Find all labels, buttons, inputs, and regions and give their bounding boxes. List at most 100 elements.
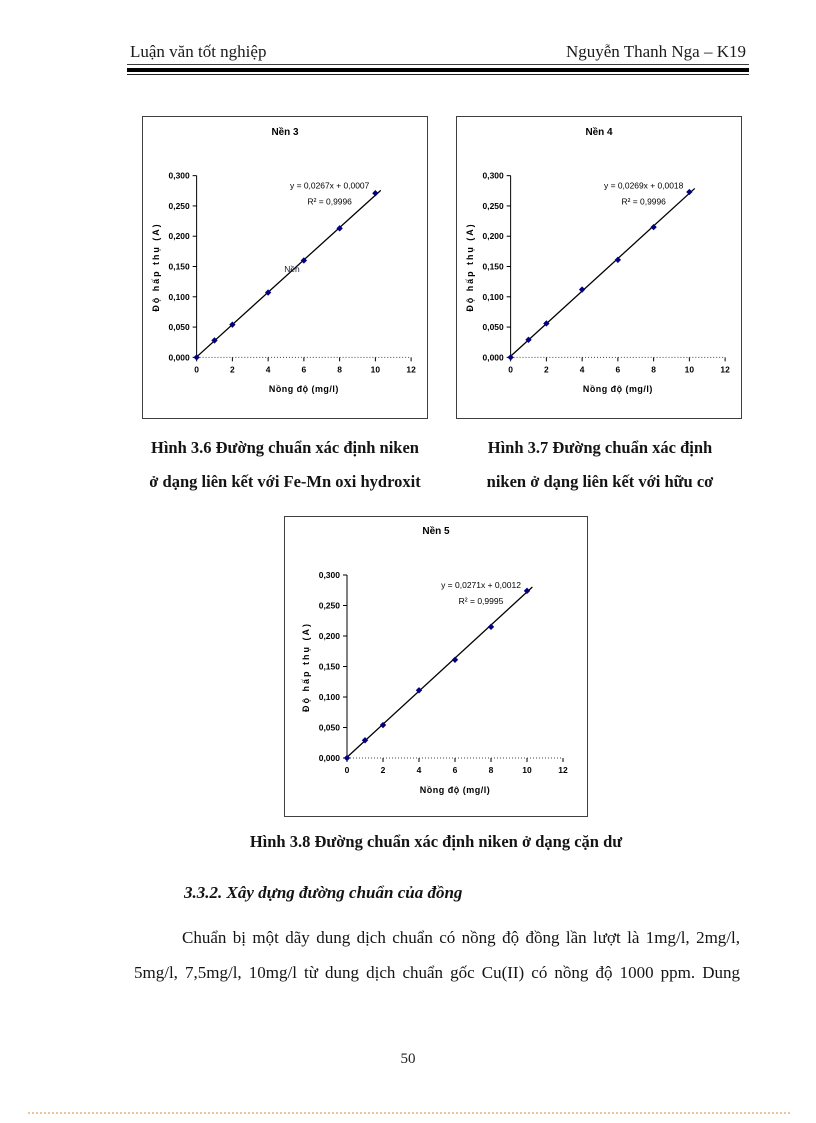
chart-canvas: Nền 5 0,000 0,050 0,100 0,150 0,200 0,250 0,300… — [301, 525, 568, 795]
data-point-marker — [686, 188, 693, 196]
data-point-marker — [361, 737, 369, 744]
figure-caption-3-8: Hình 3.8 Đường chuẩn xác định niken ở dạ… — [249, 832, 623, 851]
caption-line-2: ở dạng liên kết với Fe-Mn oxi hydroxit — [149, 472, 421, 491]
data-point-marker — [343, 754, 351, 762]
header-rule-thin-top — [127, 64, 749, 65]
data-point-marker — [372, 190, 379, 197]
header-rule-thin-bottom — [127, 74, 749, 75]
y-tick-label: 0,100 — [483, 292, 504, 302]
header-right-text: Nguyễn Thanh Nga – K19 — [565, 42, 746, 61]
chart-title: Nền 3 — [271, 127, 299, 138]
page-header: Luận văn tốt nghiệp Nguyễn Thanh Nga – K… — [130, 42, 746, 62]
x-tick-label: 0 — [194, 364, 199, 374]
figure-caption-3-7: Hình 3.7 Đường chuẩn xác định niken ở dạ… — [452, 431, 748, 499]
y-tick-label: 0,300 — [169, 171, 190, 181]
x-tick-label: 6 — [302, 364, 307, 374]
trendline — [346, 586, 533, 758]
x-tick-label: 4 — [266, 364, 271, 374]
paragraph-line-1: Chuẩn bị một dãy dung dịch chuẩn có nồng… — [182, 928, 740, 947]
x-tick-label: 10 — [371, 364, 381, 374]
data-point-marker — [211, 337, 218, 344]
x-tick-label: 8 — [489, 765, 494, 775]
x-tick-label: 6 — [616, 364, 621, 374]
x-tick-label: 10 — [685, 364, 695, 374]
x-tick-label: 8 — [651, 364, 656, 374]
x-tick-label: 10 — [522, 765, 532, 775]
trendline — [510, 187, 696, 357]
data-point-marker — [543, 320, 550, 327]
data-point-marker — [650, 223, 657, 231]
chart-nen-3: Nền 3 0,000 0,050 0,100 0,150 0,200 0,250 0,300… — [142, 116, 428, 419]
x-tick-label: 12 — [720, 364, 730, 374]
y-tick-label: 0,000 — [169, 352, 190, 362]
data-point-marker — [614, 256, 622, 264]
x-axis-title: Nồng độ (mg/l) — [269, 384, 339, 394]
y-tick-label: 0,150 — [483, 261, 504, 271]
y-tick-label: 0,050 — [483, 322, 504, 332]
x-axis-title: Nồng độ (mg/l) — [420, 785, 490, 795]
y-tick-label: 0,200 — [169, 231, 190, 241]
data-point-marker — [523, 587, 531, 595]
x-tick-label: 12 — [558, 765, 568, 775]
x-tick-label: 2 — [544, 364, 549, 374]
data-point-marker — [379, 721, 387, 729]
x-tick-label: 8 — [337, 364, 342, 374]
x-tick-label: 2 — [230, 364, 235, 374]
figure-caption-3-6: Hình 3.6 Đường chuẩn xác định niken ở dạ… — [108, 431, 462, 499]
y-tick-label: 0,150 — [169, 261, 190, 271]
header-left-text: Luận văn tốt nghiệp — [130, 42, 267, 61]
y-tick-label: 0,150 — [319, 662, 341, 672]
header-rule-thick — [127, 68, 749, 72]
equation-label: y = 0,0271x + 0,0012 — [441, 580, 521, 590]
data-point-marker — [451, 656, 459, 663]
series-annotation: Nền — [284, 264, 300, 274]
r-squared-label: R² = 0,9996 — [308, 196, 353, 206]
bottom-dotted-rule — [28, 1112, 790, 1114]
page-number: 50 — [400, 1051, 416, 1067]
y-tick-label: 0,250 — [169, 201, 190, 211]
caption-line-2: niken ở dạng liên kết với hữu cơ — [486, 472, 714, 491]
chart-canvas: Nền 3 0,000 0,050 0,100 0,150 0,200 0,250 0,300… — [151, 127, 416, 394]
y-axis-title: Độ hấp thụ (A) — [151, 222, 161, 311]
caption-line-1: Hình 3.7 Đường chuẩn xác định — [487, 438, 713, 457]
x-tick-label: 2 — [381, 765, 386, 775]
caption-line-1: Hình 3.6 Đường chuẩn xác định niken — [150, 438, 419, 457]
y-tick-label: 0,050 — [319, 723, 341, 733]
data-point-marker — [336, 225, 343, 232]
chart-title: Nền 4 — [585, 127, 613, 138]
x-tick-label: 0 — [345, 765, 350, 775]
y-axis-title: Độ hấp thụ (A) — [301, 622, 311, 712]
r-squared-label: R² = 0,9995 — [459, 596, 504, 606]
y-tick-label: 0,000 — [319, 753, 341, 763]
equation-label: y = 0,0267x + 0,0007 — [290, 181, 370, 191]
x-tick-label: 0 — [508, 364, 513, 374]
section-heading: 3.3.2. Xây dựng đường chuẩn của đồng — [184, 883, 463, 902]
y-tick-label: 0,200 — [483, 231, 504, 241]
y-tick-label: 0,100 — [319, 692, 341, 702]
y-tick-label: 0,250 — [483, 201, 504, 211]
r-squared-label: R² = 0,9996 — [622, 196, 667, 206]
paragraph-line-2: 5mg/l, 7,5mg/l, 10mg/l từ dung dịch chuẩ… — [134, 963, 740, 982]
x-tick-label: 4 — [417, 765, 422, 775]
y-tick-label: 0,250 — [319, 601, 341, 611]
y-axis-title: Độ hấp thụ (A) — [465, 222, 475, 311]
data-point-marker — [507, 354, 514, 361]
x-tick-label: 4 — [580, 364, 585, 374]
data-point-marker — [487, 623, 495, 631]
trendline — [196, 189, 382, 358]
chart-nen-4: Nền 4 0,000 0,050 0,100 0,150 0,200 0,250 0,300… — [456, 116, 742, 419]
data-point-marker — [578, 286, 586, 293]
chart-canvas: Nền 4 0,000 0,050 0,100 0,150 0,200 0,250 0,300… — [465, 127, 730, 394]
y-tick-label: 0,200 — [319, 631, 341, 641]
body-paragraph: Chuẩn bị một dãy dung dịch chuẩn có nồng… — [134, 920, 740, 990]
chart-title: Nền 5 — [422, 525, 450, 537]
data-point-marker — [300, 257, 308, 264]
y-tick-label: 0,050 — [169, 322, 190, 332]
y-tick-label: 0,100 — [169, 292, 190, 302]
y-tick-label: 0,300 — [483, 171, 504, 181]
x-tick-label: 12 — [406, 364, 416, 374]
y-tick-label: 0,300 — [319, 570, 341, 580]
equation-label: y = 0,0269x + 0,0018 — [604, 181, 684, 191]
x-tick-label: 6 — [453, 765, 458, 775]
